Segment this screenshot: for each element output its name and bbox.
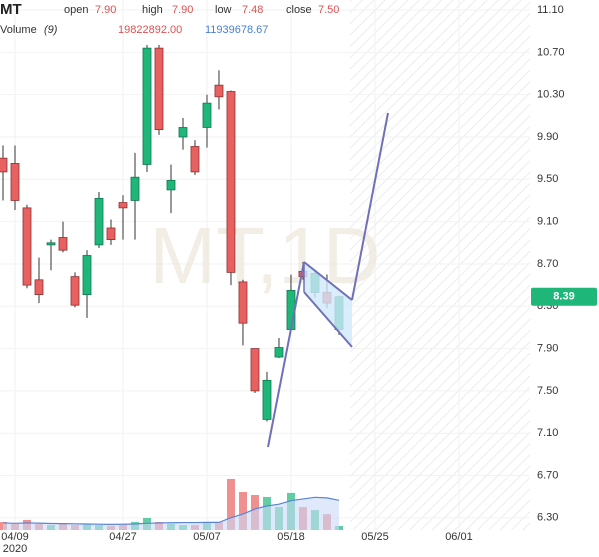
last-price-box — [531, 287, 597, 306]
candle-body — [250, 348, 260, 392]
field-label: close — [286, 4, 312, 16]
candle-body — [166, 179, 176, 191]
header: MT open 7.90 high 7.90 low 7.48 close 7.… — [0, 1, 339, 36]
x-tick-label: 05/18 — [277, 531, 305, 543]
candle-body — [202, 102, 212, 128]
candle-body — [22, 207, 32, 286]
candle-body — [58, 237, 68, 251]
candle-body — [130, 176, 140, 201]
x-tick-label: 04/09 — [1, 531, 29, 543]
candle-body — [0, 157, 8, 173]
field-value: 7.90 — [172, 4, 193, 16]
candle-body — [190, 146, 200, 173]
candle-body — [178, 127, 188, 138]
y-tick-label: 10.30 — [537, 89, 565, 101]
watermark: MT,1D — [149, 211, 380, 300]
candle-body — [82, 255, 92, 296]
volume-ma-line — [2, 496, 340, 525]
field-value: 7.50 — [318, 4, 339, 16]
volume-bar — [226, 478, 235, 530]
candle-body — [238, 281, 248, 324]
y-tick-label: 10.70 — [537, 46, 565, 58]
candle-body — [70, 276, 80, 306]
volume-ma-area — [2, 497, 339, 530]
candle-body — [142, 47, 152, 165]
flag-drawing — [267, 112, 389, 448]
candle-body — [154, 47, 164, 130]
y-tick-label: 6.30 — [537, 512, 558, 524]
y-tick-label: 7.90 — [537, 342, 558, 354]
y-tick-label: 7.10 — [537, 427, 558, 439]
y-tick-label: 8.70 — [537, 258, 558, 270]
x-tick-label: 04/27 — [109, 531, 137, 543]
volume-label: Volume — [0, 24, 37, 36]
volume-bar — [238, 492, 247, 530]
y-tick-label: 9.10 — [537, 216, 558, 228]
symbol: MT — [0, 1, 22, 18]
x-tick-label: 06/01 — [445, 531, 473, 543]
x-tick-label: 05/07 — [193, 531, 221, 543]
year-label: 2020 — [3, 543, 27, 555]
volume-period: (9) — [44, 24, 58, 36]
candle-body — [10, 163, 20, 201]
candle-body — [274, 347, 284, 358]
volume-value: 19822892.00 — [118, 24, 182, 36]
x-tick-label: 05/25 — [361, 531, 389, 543]
price-axis-bg — [530, 0, 599, 557]
candle-body — [214, 84, 224, 98]
candle-body — [262, 379, 272, 420]
field-value: 7.90 — [95, 4, 116, 16]
field-value: 7.48 — [242, 4, 263, 16]
y-tick-label: 11.10 — [537, 4, 564, 16]
y-tick-label: 7.50 — [537, 385, 558, 397]
candle-body — [94, 197, 104, 246]
y-tick-label: 9.50 — [537, 173, 558, 185]
field-label: low — [215, 4, 232, 16]
field-label: open — [64, 4, 88, 16]
y-tick-label: 9.90 — [537, 131, 558, 143]
volume-ma-value: 11939678.67 — [205, 24, 268, 36]
candle-body — [34, 279, 44, 296]
candle-body — [226, 91, 236, 273]
field-label: high — [142, 4, 163, 16]
y-tick-label: 6.70 — [537, 469, 558, 481]
future-region — [350, 0, 530, 530]
last-price-label: 8.39 — [553, 291, 574, 303]
candle-body — [46, 242, 56, 246]
candle-body — [118, 202, 128, 209]
candle-body — [106, 227, 116, 241]
